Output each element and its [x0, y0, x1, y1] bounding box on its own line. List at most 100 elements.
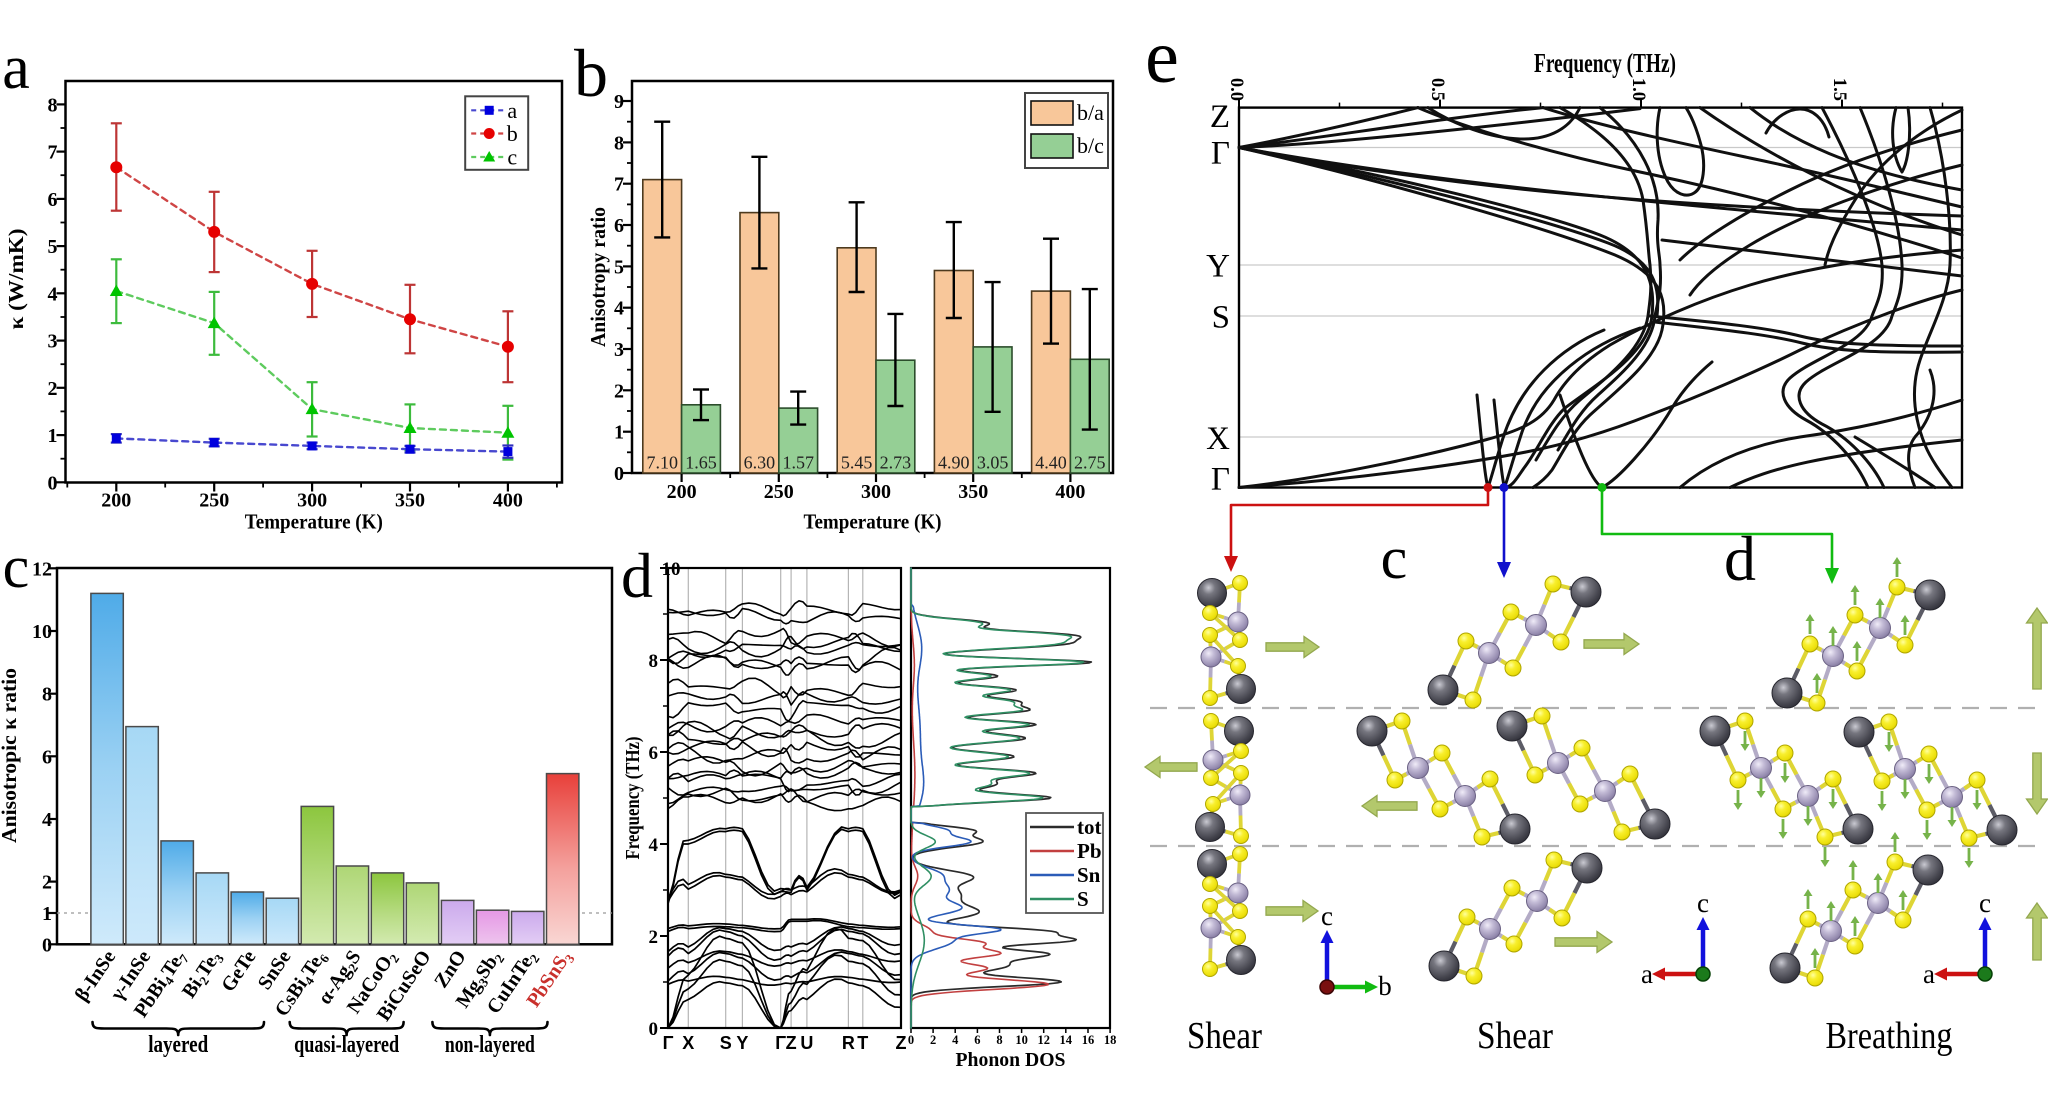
svg-text:4: 4 — [42, 809, 52, 831]
svg-text:2: 2 — [48, 378, 58, 400]
svg-text:non-layered: non-layered — [445, 1032, 535, 1058]
svg-text:a: a — [2, 34, 30, 102]
svg-text:250: 250 — [764, 481, 794, 503]
svg-text:e: e — [1145, 15, 1179, 99]
svg-text:Bi2Te3: Bi2Te3 — [178, 946, 227, 1003]
svg-text:8: 8 — [996, 1033, 1002, 1047]
svg-text:a: a — [1641, 959, 1653, 989]
svg-text:Γ: Γ — [775, 1033, 786, 1053]
svg-text:0: 0 — [614, 463, 624, 485]
svg-text:1: 1 — [42, 903, 52, 925]
svg-text:10: 10 — [662, 559, 681, 580]
svg-text:c: c — [1697, 888, 1709, 918]
svg-text:2: 2 — [42, 872, 52, 894]
svg-text:4: 4 — [952, 1033, 959, 1047]
svg-text:GeTe: GeTe — [217, 946, 260, 996]
svg-text:8: 8 — [649, 651, 659, 672]
svg-text:S: S — [1077, 887, 1089, 911]
svg-text:0: 0 — [908, 1033, 914, 1047]
svg-text:0: 0 — [48, 472, 58, 494]
svg-text:1: 1 — [48, 425, 58, 447]
svg-text:5: 5 — [48, 236, 58, 258]
svg-text:Anisotropy ratio: Anisotropy ratio — [586, 207, 610, 347]
svg-text:Breathing: Breathing — [1826, 1015, 1953, 1057]
svg-text:d: d — [621, 540, 653, 611]
svg-text:4.40: 4.40 — [1035, 453, 1067, 473]
svg-text:350: 350 — [395, 490, 425, 512]
svg-text:0: 0 — [649, 1019, 659, 1040]
svg-text:3.05: 3.05 — [977, 453, 1009, 473]
svg-text:1: 1 — [614, 422, 624, 444]
svg-text:10: 10 — [1015, 1033, 1028, 1047]
svg-text:9: 9 — [614, 91, 624, 113]
svg-text:7: 7 — [48, 142, 58, 164]
svg-text:300: 300 — [297, 490, 327, 512]
svg-text:5: 5 — [614, 256, 624, 278]
svg-text:Z: Z — [896, 1033, 907, 1053]
svg-text:6: 6 — [42, 746, 52, 768]
svg-text:400: 400 — [493, 490, 523, 512]
svg-text:Z: Z — [1210, 99, 1230, 135]
svg-text:1.57: 1.57 — [782, 453, 814, 473]
svg-text:1.5: 1.5 — [1829, 78, 1849, 101]
svg-text:Temperature (K): Temperature (K) — [804, 510, 942, 534]
svg-text:Γ: Γ — [663, 1033, 674, 1053]
svg-text:a: a — [1923, 959, 1935, 989]
svg-text:b/c: b/c — [1077, 133, 1104, 158]
svg-text:Γ: Γ — [1211, 136, 1230, 172]
svg-text:Temperature (K): Temperature (K) — [245, 510, 383, 534]
svg-text:d: d — [1724, 523, 1756, 594]
svg-text:X: X — [1206, 421, 1230, 457]
svg-text:4.90: 4.90 — [938, 453, 970, 473]
svg-text:14: 14 — [1060, 1033, 1073, 1047]
svg-text:tot: tot — [1077, 815, 1102, 839]
svg-text:10: 10 — [32, 621, 52, 643]
svg-text:b: b — [507, 121, 518, 146]
svg-text:quasi-layered: quasi-layered — [294, 1032, 399, 1058]
svg-text:R: R — [842, 1033, 855, 1053]
svg-text:layered: layered — [148, 1032, 209, 1058]
svg-text:7: 7 — [614, 174, 624, 196]
svg-text:Frequency (THz): Frequency (THz) — [1534, 48, 1676, 78]
svg-text:18: 18 — [1104, 1033, 1117, 1047]
svg-text:16: 16 — [1082, 1033, 1095, 1047]
svg-text:Anisotropic κ ratio: Anisotropic κ ratio — [0, 668, 21, 843]
svg-text:c: c — [507, 145, 517, 170]
svg-text:350: 350 — [958, 481, 988, 503]
svg-text:T: T — [857, 1033, 868, 1053]
svg-text:κ (W/mK): κ (W/mK) — [4, 229, 28, 330]
svg-text:7.10: 7.10 — [646, 453, 678, 473]
svg-text:3: 3 — [48, 331, 58, 353]
svg-text:400: 400 — [1055, 481, 1085, 503]
svg-text:Shear: Shear — [1477, 1015, 1553, 1057]
svg-text:Γ: Γ — [1211, 462, 1230, 498]
svg-text:12: 12 — [32, 558, 52, 580]
svg-text:4: 4 — [48, 283, 58, 305]
svg-text:Sn: Sn — [1077, 863, 1101, 887]
svg-text:200: 200 — [667, 481, 697, 503]
svg-text:0: 0 — [42, 934, 52, 956]
svg-text:12: 12 — [1037, 1033, 1050, 1047]
svg-text:2: 2 — [930, 1033, 936, 1047]
svg-text:6: 6 — [48, 189, 58, 211]
svg-text:Shear: Shear — [1187, 1015, 1262, 1057]
svg-text:1.65: 1.65 — [685, 453, 717, 473]
svg-text:6: 6 — [649, 743, 659, 764]
svg-text:8: 8 — [48, 94, 58, 116]
svg-text:S: S — [720, 1033, 732, 1053]
svg-text:300: 300 — [861, 481, 891, 503]
svg-text:3: 3 — [614, 339, 624, 361]
svg-text:2.73: 2.73 — [880, 453, 912, 473]
svg-text:6: 6 — [614, 215, 624, 237]
svg-text:c: c — [1979, 888, 1991, 918]
svg-text:c: c — [3, 534, 30, 600]
svg-text:Z: Z — [786, 1033, 797, 1053]
svg-text:c: c — [1381, 525, 1408, 591]
svg-text:6.30: 6.30 — [744, 453, 776, 473]
svg-text:0.5: 0.5 — [1427, 78, 1447, 101]
svg-text:Phonon DOS: Phonon DOS — [956, 1049, 1066, 1071]
svg-text:Pb: Pb — [1077, 839, 1102, 863]
svg-text:X: X — [682, 1033, 694, 1053]
svg-text:4: 4 — [614, 298, 624, 320]
svg-text:b: b — [574, 35, 608, 111]
